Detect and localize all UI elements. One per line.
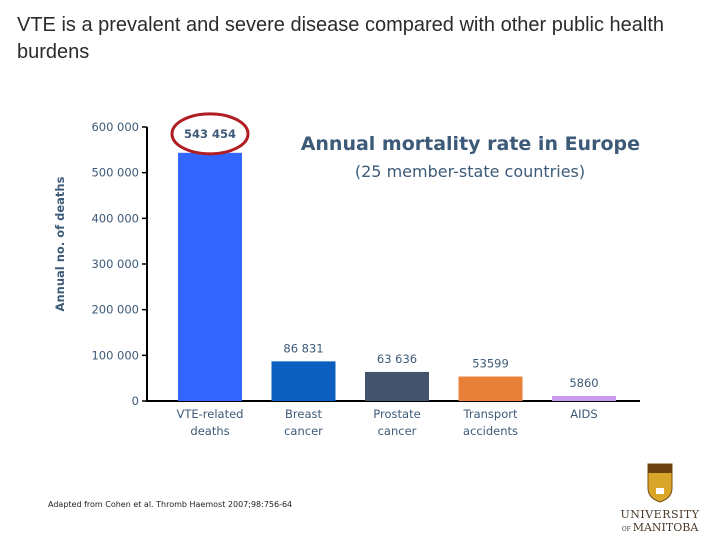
data-label: 543 454	[184, 127, 236, 141]
data-label: 5860	[569, 376, 598, 390]
category-label: Prostate	[373, 407, 420, 421]
category-label: cancer	[378, 424, 417, 438]
category-label: Breast	[285, 407, 322, 421]
highlight-ellipse	[170, 112, 250, 156]
y-tick-label: 500 000	[91, 166, 139, 180]
data-label: 63 636	[377, 352, 417, 366]
y-tick-label: 400 000	[91, 211, 139, 225]
university-logo: UNIVERSITY OF MANITOBA	[621, 463, 700, 534]
bar	[458, 376, 523, 401]
bar	[178, 152, 242, 401]
svg-text:OF MANITOBA: OF MANITOBA	[622, 521, 700, 534]
chart-title: Annual mortality rate in Europe	[300, 133, 640, 155]
category-label: accidents	[463, 424, 518, 438]
y-tick-label: 300 000	[91, 257, 139, 271]
category-label: Transport	[463, 407, 518, 421]
category-label: VTE-related	[177, 407, 244, 421]
category-label: AIDS	[570, 407, 597, 421]
y-tick-label: 0	[132, 394, 139, 408]
svg-text:UNIVERSITY: UNIVERSITY	[621, 508, 700, 521]
category-label: cancer	[284, 424, 323, 438]
y-axis-label: Annual no. of deaths	[53, 176, 67, 312]
chart-subtitle: (25 member-state countries)	[354, 162, 586, 181]
bar	[552, 396, 616, 401]
slide-title: VTE is a prevalent and severe disease co…	[17, 14, 665, 63]
category-label: deaths	[190, 424, 229, 438]
y-tick-label: 600 000	[91, 120, 139, 134]
y-tick-label: 200 000	[91, 303, 139, 317]
bar	[365, 371, 429, 401]
y-tick-label: 100 000	[91, 348, 139, 362]
data-label: 86 831	[283, 341, 323, 355]
source-citation: Adapted from Cohen et al. Thromb Haemost…	[48, 500, 293, 509]
bar	[271, 361, 336, 401]
data-label: 53599	[472, 357, 509, 371]
